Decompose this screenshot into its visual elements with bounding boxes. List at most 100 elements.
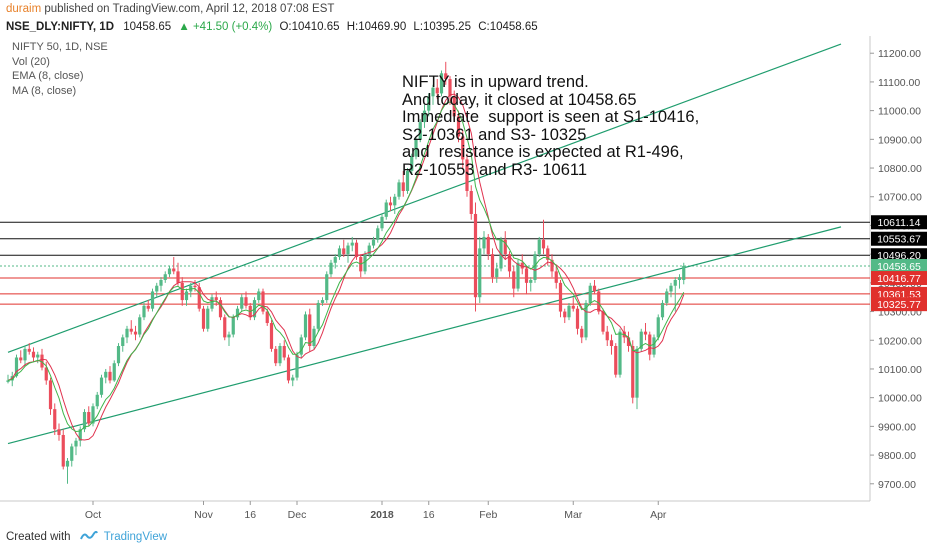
candle-down <box>571 305 575 309</box>
candle-up <box>376 228 380 240</box>
price-label-bg <box>871 215 927 230</box>
x-tick-label: Dec <box>288 509 307 521</box>
symbol-bar: NSE_DLY:NIFTY, 1D 10458.65 ▲ +41.50 (+0.… <box>0 18 932 36</box>
candle-down <box>61 434 65 467</box>
candle-down <box>133 331 138 335</box>
candle-down <box>401 182 405 191</box>
candle-up <box>431 87 435 97</box>
candle-up <box>14 357 19 377</box>
symbol-name[interactable]: NSE_DLY:NIFTY, 1D <box>6 21 114 33</box>
candle-down <box>108 371 112 381</box>
candle-up <box>516 262 520 289</box>
y-tick-label: 10000.00 <box>878 393 922 405</box>
candle-up <box>482 236 486 249</box>
candle-down <box>223 317 227 338</box>
candle-down <box>87 412 91 424</box>
candle-down <box>244 297 248 306</box>
created-with-label: Created with <box>6 531 71 543</box>
candle-up <box>95 394 99 407</box>
price-label: 10611.14 <box>877 217 920 229</box>
candle-up <box>393 196 397 206</box>
legend-ma[interactable]: MA (8, close) <box>12 84 77 97</box>
candle-up <box>665 291 669 303</box>
y-tick-label: 9800.00 <box>878 450 916 462</box>
candle-down <box>444 73 448 80</box>
publisher-username[interactable]: duraim <box>6 3 42 15</box>
candle-up <box>121 337 125 346</box>
price-level-labels: 10611.1410553.6710496.2010458.6510416.77… <box>871 215 927 312</box>
candle-down <box>435 87 439 94</box>
candle-up <box>405 170 410 191</box>
candle-down <box>354 242 359 258</box>
candle-down <box>597 291 601 312</box>
candle-up <box>235 308 240 318</box>
candle-down <box>308 314 312 346</box>
high-value: H:10469.90 <box>346 21 407 33</box>
legend-title: NIFTY 50, 1D, NSE <box>12 41 108 53</box>
candle-up <box>414 139 418 157</box>
candle-up <box>337 248 342 258</box>
candle-up <box>65 460 70 467</box>
footer: Created with TradingView <box>0 524 932 550</box>
candle-up <box>312 328 316 346</box>
candle-down <box>563 311 567 318</box>
candle-up <box>350 242 354 246</box>
x-tick-label: 16 <box>423 509 435 521</box>
candle-down <box>129 328 133 332</box>
candle-down <box>452 96 456 117</box>
candle-up <box>367 245 371 255</box>
x-tick-label: Apr <box>650 509 667 521</box>
candle-up <box>410 156 414 171</box>
y-tick-label: 10700.00 <box>878 192 922 204</box>
price-label-bg <box>871 231 927 246</box>
x-tick-label: Mar <box>564 509 583 521</box>
last-price: 10458.65 <box>123 21 172 33</box>
candle-down <box>388 202 393 206</box>
candle-up <box>278 346 282 364</box>
candle-up <box>74 440 78 447</box>
legend-ema[interactable]: EMA (8, close) <box>12 70 84 82</box>
candle-down <box>512 271 516 289</box>
candle-down <box>27 348 31 352</box>
candle-up <box>167 268 172 275</box>
candle-down <box>172 268 176 272</box>
candle-down <box>180 282 184 301</box>
candle-up <box>656 317 660 338</box>
x-tick-label: 2018 <box>370 509 394 521</box>
price-label-bg <box>871 297 927 312</box>
candle-up <box>639 331 643 349</box>
tradingview-brand[interactable]: TradingView <box>103 531 168 543</box>
candle-up <box>303 314 308 338</box>
candle-up <box>682 265 686 280</box>
price-chart[interactable]: 11200.00 11100.00 11000.00 10900.00 10800.00… <box>0 36 932 524</box>
candle-down <box>558 282 563 312</box>
candle-up <box>240 297 244 309</box>
candle-up <box>210 297 214 309</box>
candle-down <box>261 291 265 312</box>
candle-down <box>592 285 597 292</box>
chart-legend: NIFTY 50, 1D, NSE Vol (20) EMA (8, close… <box>12 40 108 98</box>
candle-down <box>274 348 278 364</box>
candle-down <box>269 323 274 349</box>
candle-down <box>546 248 550 260</box>
candle-down <box>609 340 614 346</box>
price-label: 10325.77 <box>877 299 921 311</box>
candle-down <box>648 334 652 355</box>
candle-down <box>503 239 507 255</box>
price-label: 10416.77 <box>877 273 921 285</box>
candle-down <box>193 285 197 288</box>
close-value: C:10458.65 <box>478 21 538 33</box>
x-tick-label: Oct <box>85 509 101 521</box>
candle-down <box>631 346 635 398</box>
candle-down <box>614 346 618 375</box>
candle-up <box>36 354 40 358</box>
candle-up <box>206 308 210 329</box>
candle-down <box>550 259 554 272</box>
candle-down <box>19 357 23 361</box>
candle-up <box>138 317 142 335</box>
candle-down <box>469 191 473 214</box>
candle-down <box>282 346 286 358</box>
legend-vol[interactable]: Vol (20) <box>12 55 50 68</box>
analysis-text-note[interactable]: NIFTY is in upward trend. And today, it … <box>402 73 700 179</box>
candle-up <box>439 73 444 94</box>
